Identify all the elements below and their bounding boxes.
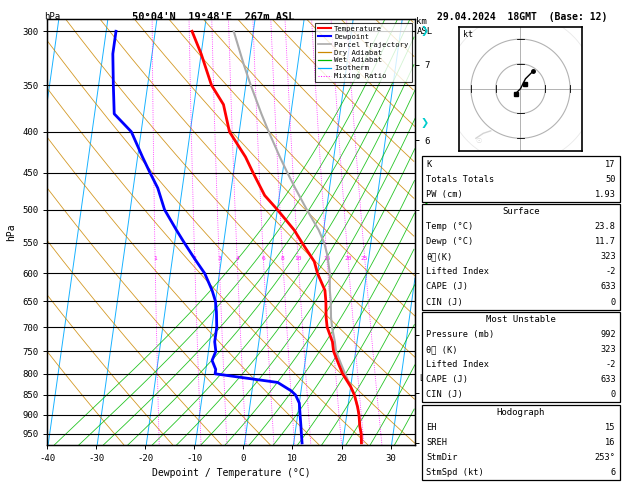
Text: PW (cm): PW (cm)	[426, 190, 463, 199]
Text: 0: 0	[611, 297, 616, 307]
Text: 50: 50	[605, 174, 616, 184]
Text: CAPE (J): CAPE (J)	[426, 375, 469, 384]
Text: Dewp (°C): Dewp (°C)	[426, 237, 474, 246]
Text: 17: 17	[605, 159, 616, 169]
Text: ❯: ❯	[420, 26, 428, 36]
Text: ❯: ❯	[420, 118, 428, 128]
Text: -2: -2	[605, 267, 616, 277]
X-axis label: Dewpoint / Temperature (°C): Dewpoint / Temperature (°C)	[152, 469, 311, 478]
Text: ❯: ❯	[420, 268, 428, 278]
Text: Surface: Surface	[502, 207, 540, 216]
Text: 15: 15	[605, 423, 616, 432]
Text: 323: 323	[600, 252, 616, 261]
Text: -2: -2	[605, 360, 616, 369]
Text: StmDir: StmDir	[426, 453, 458, 462]
Text: θᴇ (K): θᴇ (K)	[426, 345, 458, 354]
Text: CIN (J): CIN (J)	[426, 390, 463, 399]
Text: 633: 633	[600, 375, 616, 384]
Text: 20: 20	[344, 256, 352, 261]
Text: Lifted Index: Lifted Index	[426, 267, 489, 277]
Text: Temp (°C): Temp (°C)	[426, 222, 474, 231]
Text: 15: 15	[323, 256, 331, 261]
Text: 23.8: 23.8	[595, 222, 616, 231]
Text: LCL: LCL	[419, 374, 433, 382]
Text: 25: 25	[361, 256, 369, 261]
Text: CAPE (J): CAPE (J)	[426, 282, 469, 292]
Text: SREH: SREH	[426, 438, 447, 447]
Text: ☉: ☉	[476, 138, 481, 144]
Text: kt: kt	[464, 30, 474, 39]
Text: 633: 633	[600, 282, 616, 292]
Text: 16: 16	[605, 438, 616, 447]
Text: 4: 4	[235, 256, 239, 261]
Text: ASL: ASL	[416, 27, 433, 36]
Text: 323: 323	[600, 345, 616, 354]
Text: hPa: hPa	[44, 12, 60, 21]
Text: 11.7: 11.7	[595, 237, 616, 246]
Text: ❯: ❯	[420, 322, 428, 332]
Text: 1.93: 1.93	[595, 190, 616, 199]
Text: StmSpd (kt): StmSpd (kt)	[426, 468, 484, 477]
Text: 10: 10	[294, 256, 302, 261]
Text: 3: 3	[217, 256, 221, 261]
Text: 0: 0	[611, 390, 616, 399]
Text: EH: EH	[426, 423, 437, 432]
Text: 8: 8	[281, 256, 284, 261]
Text: Lifted Index: Lifted Index	[426, 360, 489, 369]
Y-axis label: hPa: hPa	[6, 223, 16, 241]
Text: 2: 2	[192, 256, 196, 261]
Text: Most Unstable: Most Unstable	[486, 315, 556, 324]
Text: 992: 992	[600, 330, 616, 339]
Text: 6: 6	[611, 468, 616, 477]
Text: 29.04.2024  18GMT  (Base: 12): 29.04.2024 18GMT (Base: 12)	[437, 12, 608, 22]
Text: Hodograph: Hodograph	[497, 408, 545, 417]
Text: ❯: ❯	[420, 198, 428, 208]
Legend: Temperature, Dewpoint, Parcel Trajectory, Dry Adiabat, Wet Adiabat, Isotherm, Mi: Temperature, Dewpoint, Parcel Trajectory…	[316, 23, 411, 82]
Text: Pressure (mb): Pressure (mb)	[426, 330, 495, 339]
Text: 50°04'N  19°48'E  267m ASL: 50°04'N 19°48'E 267m ASL	[132, 12, 294, 22]
Text: Totals Totals: Totals Totals	[426, 174, 495, 184]
Text: CIN (J): CIN (J)	[426, 297, 463, 307]
Text: 253°: 253°	[595, 453, 616, 462]
Text: θᴇ(K): θᴇ(K)	[426, 252, 453, 261]
Text: 6: 6	[262, 256, 265, 261]
Text: K: K	[426, 159, 431, 169]
Text: km: km	[416, 17, 427, 26]
Text: 1: 1	[153, 256, 157, 261]
Text: © weatheronline.co.uk: © weatheronline.co.uk	[472, 470, 569, 480]
